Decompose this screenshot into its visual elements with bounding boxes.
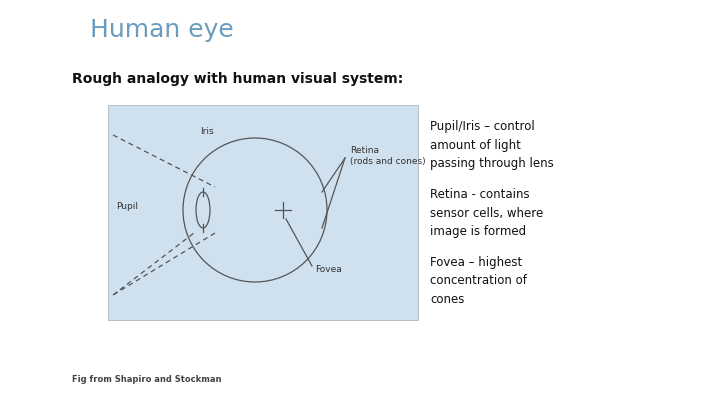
Text: Fig from Shapiro and Stockman: Fig from Shapiro and Stockman [72, 375, 222, 384]
Text: Pupil: Pupil [116, 202, 138, 211]
Text: Fovea: Fovea [315, 265, 342, 274]
Bar [108, 105, 418, 320]
Text: Human eye: Human eye [90, 18, 234, 42]
Text: Rough analogy with human visual system:: Rough analogy with human visual system: [72, 72, 403, 86]
Text: Fovea – highest
concentration of
cones: Fovea – highest concentration of cones [430, 256, 527, 306]
Text: Pupil/Iris – control
amount of light
passing through lens: Pupil/Iris – control amount of light pas… [430, 120, 554, 170]
Text: Retina
(rods and cones): Retina (rods and cones) [350, 146, 426, 166]
Text: Iris: Iris [200, 127, 214, 136]
Text: Retina - contains
sensor cells, where
image is formed: Retina - contains sensor cells, where im… [430, 188, 544, 238]
